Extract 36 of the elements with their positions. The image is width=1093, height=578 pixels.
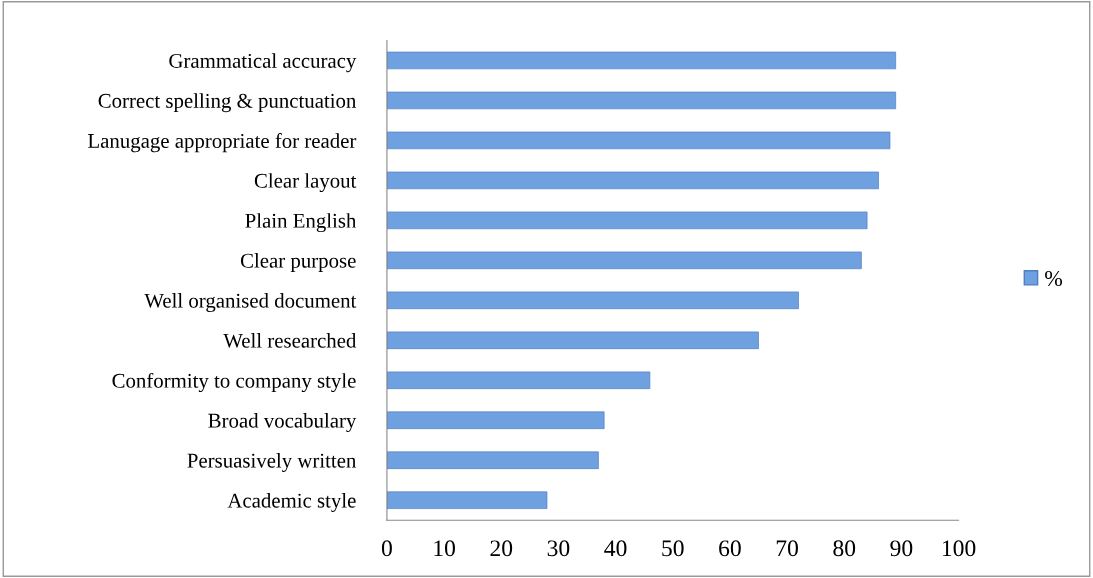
x-tick-label: 80 (833, 540, 856, 557)
y-tick-label: Conformity to company style (112, 372, 356, 393)
bar (386, 171, 879, 190)
x-tick-label: 10 (434, 540, 455, 557)
x-tick-label: 60 (719, 540, 741, 557)
bar (386, 331, 759, 350)
y-tick-label: Clear purpose (240, 253, 356, 273)
y-tick-label: Well researched (223, 333, 357, 348)
y-tick-label: Clear layout (254, 173, 357, 193)
x-tick-label: 20 (490, 540, 513, 557)
y-tick-label: Well organised document (144, 293, 357, 313)
x-tick-label: 90 (890, 540, 913, 557)
y-tick-label: Plain English (245, 213, 357, 233)
y-tick-label: Lanugage appropriate for reader (88, 133, 357, 153)
y-tick-label: Persuasively written (187, 453, 357, 472)
x-tick-label: 30 (547, 540, 570, 557)
bar (386, 451, 599, 469)
bar (386, 371, 651, 390)
legend-label: % (1045, 270, 1063, 286)
bar (386, 131, 891, 150)
y-tick-label: Academic style (227, 492, 356, 512)
x-tick-label: 100 (942, 540, 976, 557)
y-tick-label: Correct spelling & punctuation (98, 93, 357, 113)
bar (386, 491, 548, 509)
x-tick-label: 0 (381, 540, 392, 557)
y-tick-label: Grammatical accuracy (169, 53, 357, 73)
bar (386, 291, 799, 310)
bar (386, 411, 605, 429)
bar (386, 51, 897, 70)
x-tick-label: 70 (776, 540, 798, 557)
x-tick-label: 50 (662, 540, 684, 557)
bar (386, 251, 862, 270)
y-tick-label: Broad vocabulary (208, 413, 357, 432)
bar (386, 91, 897, 110)
x-tick-label: 40 (604, 540, 627, 557)
bar (386, 211, 868, 230)
